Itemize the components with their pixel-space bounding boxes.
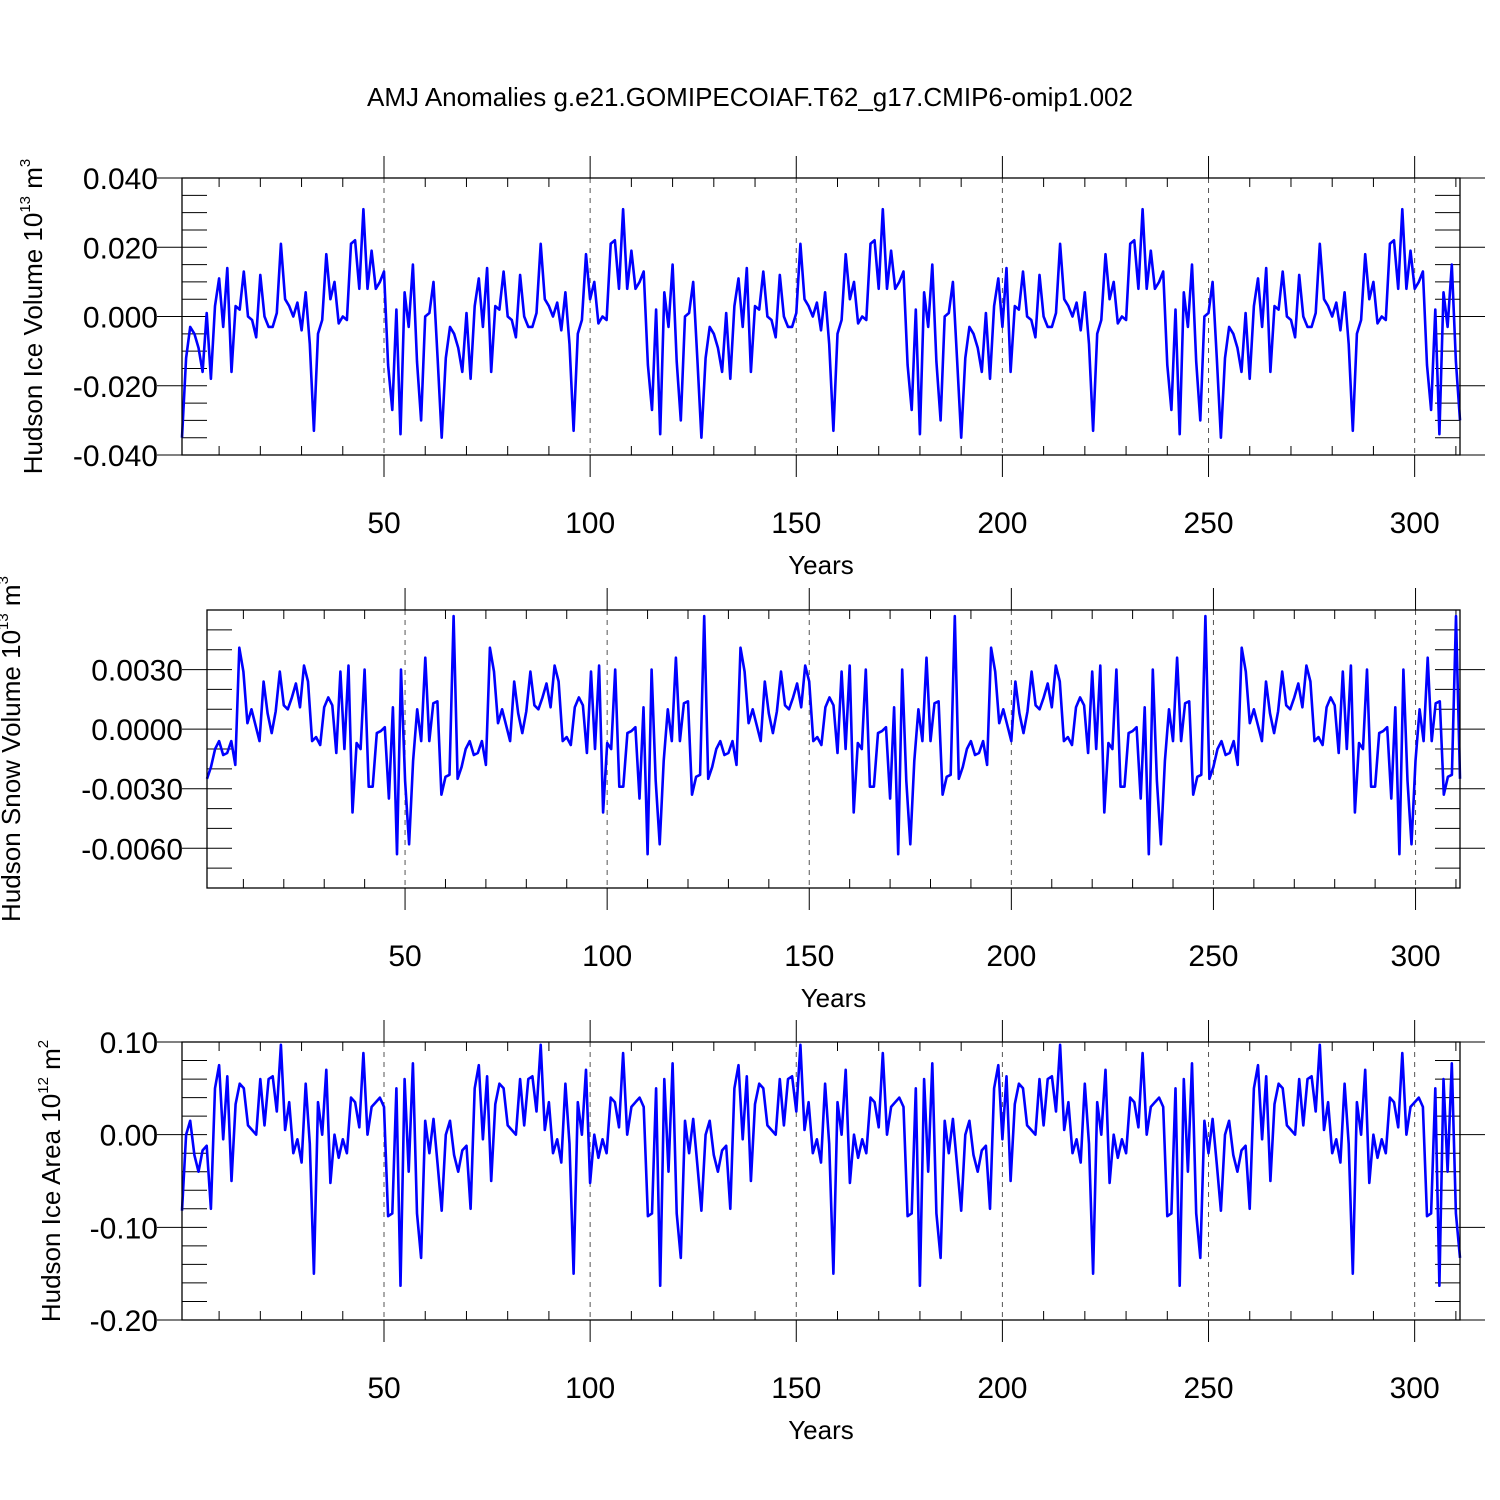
- y-tick-label: 0.020: [83, 232, 158, 265]
- snow-volume-panel: 50 100 150 200 250 300 -0.0060 -0.0030 0.0000 0.0…: [0, 576, 1485, 1013]
- y-axis-label: Hudson Ice Volume 1013 m3: [17, 159, 48, 475]
- x-tick-label: 300: [1391, 940, 1441, 973]
- x-axis-label: Years: [788, 550, 854, 580]
- y-tick-label: -0.10: [90, 1212, 158, 1245]
- x-tick-label: 100: [565, 507, 615, 540]
- y-tick-label: 0.00: [100, 1120, 158, 1153]
- y-axis-label-unit: m: [18, 167, 48, 196]
- y-tick-label: 0.0030: [91, 655, 183, 688]
- x-tick-label: 250: [1183, 1372, 1233, 1405]
- y-tick-label: 0.10: [100, 1027, 158, 1060]
- plot-frame: [206, 609, 1461, 889]
- x-tick-label: 100: [582, 940, 632, 973]
- chart-title: AMJ Anomalies g.e21.GOMIPECOIAF.T62_g17.…: [367, 82, 1133, 112]
- series-line: [180, 1043, 1462, 1287]
- y-axis-label-exponent: 13: [17, 196, 34, 213]
- y-axis-label: Hudson Ice Area 1012 m2: [35, 1040, 66, 1322]
- x-tick-label: 200: [986, 940, 1036, 973]
- y-tick-label: -0.20: [90, 1305, 158, 1338]
- y-axis-label-text: Hudson Ice Volume 10: [18, 213, 48, 475]
- x-tick-label: 50: [388, 940, 421, 973]
- y-axis-label-unit-exponent: 3: [0, 576, 12, 584]
- y-axis-label-exponent: 13: [0, 613, 12, 630]
- y-axis-label-unit: m: [36, 1048, 66, 1077]
- y-axis-label-exponent: 12: [35, 1077, 52, 1094]
- x-tick-label: 300: [1390, 1372, 1440, 1405]
- x-tick-label: 50: [367, 507, 400, 540]
- y-tick-label: -0.0030: [81, 774, 183, 807]
- y-axis-label-unit-exponent: 2: [35, 1040, 52, 1048]
- x-tick-label: 50: [367, 1372, 400, 1405]
- y-axis-label-text: Hudson Ice Area 10: [36, 1094, 66, 1322]
- x-tick-label: 250: [1183, 507, 1233, 540]
- y-axis-label-unit-exponent: 3: [17, 159, 34, 167]
- x-tick-label: 150: [784, 940, 834, 973]
- x-tick-label: 200: [977, 1372, 1027, 1405]
- panels: 50 100 150 200 250 300-0.040-0.0200.0000.0200…: [0, 156, 1485, 1445]
- x-tick-label: 150: [771, 1372, 821, 1405]
- series-line: [205, 614, 1462, 856]
- plot-frame: [181, 177, 1461, 456]
- y-axis-label-unit: m: [0, 584, 26, 613]
- ice-area-panel: 50 100 150 200 250 300 -0.20 -0.10 0.00 0.10 Years…: [35, 1020, 1485, 1445]
- x-tick-label: 100: [565, 1372, 615, 1405]
- y-tick-label: -0.040: [73, 440, 158, 473]
- x-axis-label: Years: [788, 1415, 854, 1445]
- y-axis-label: Hudson Snow Volume 1013 m3: [0, 576, 26, 922]
- ice-volume-panel: 50 100 150 200 250 300 -0.040 -0.020 0.000 0.020 0…: [17, 156, 1485, 580]
- y-tick-label: -0.0060: [81, 833, 183, 866]
- x-tick-label: 250: [1188, 940, 1238, 973]
- x-tick-label: 300: [1390, 507, 1440, 540]
- y-axis-label-text: Hudson Snow Volume 10: [0, 630, 26, 922]
- y-tick-label: 0.000: [83, 302, 158, 335]
- y-tick-label: 0.040: [83, 163, 158, 196]
- x-tick-label: 150: [771, 507, 821, 540]
- y-tick-label: -0.020: [73, 371, 158, 404]
- x-axis-label: Years: [801, 983, 867, 1013]
- plot-frame: [181, 1041, 1461, 1321]
- x-tick-label: 200: [977, 507, 1027, 540]
- y-tick-label: 0.0000: [91, 714, 183, 747]
- series-line: [180, 207, 1462, 440]
